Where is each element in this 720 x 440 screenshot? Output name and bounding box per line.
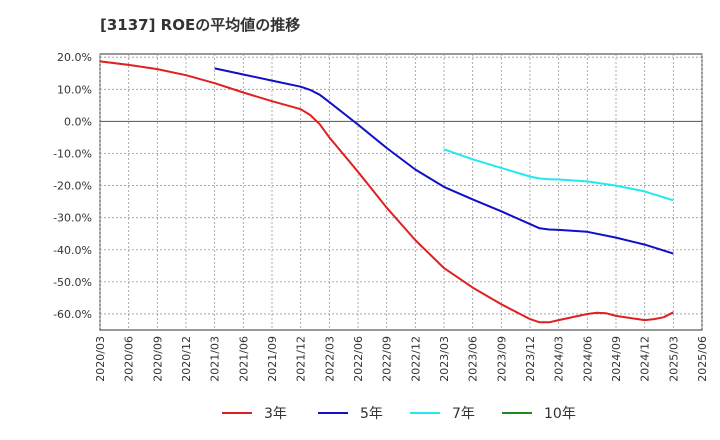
x-tick-label: 2024/12 [639, 336, 652, 382]
x-tick-label: 2020/06 [123, 336, 136, 382]
legend-label: 10年 [544, 406, 576, 422]
series-line [214, 67, 674, 255]
y-tick-label: 10.0% [57, 83, 92, 96]
x-tick-label: 2020/03 [94, 336, 107, 382]
x-tick-label: 2022/03 [323, 336, 336, 382]
x-tick-label: 2020/12 [180, 336, 193, 382]
x-tick-label: 2020/09 [151, 336, 164, 382]
x-tick-label: 2024/09 [610, 336, 623, 382]
legend-label: 3年 [264, 406, 287, 422]
series-line [443, 148, 674, 202]
series-lines [99, 60, 674, 324]
x-tick-label: 2024/03 [553, 336, 566, 382]
x-axis: 2020/03 2020/06 2020/09 2020/12 2021/03 2021/… [94, 336, 709, 382]
y-tick-label: -50.0% [53, 276, 92, 289]
y-axis: 20.0% 10.0% 0.0% -10.0% -20.0% -30.0% -40.0% -5… [53, 51, 92, 321]
x-tick-label: 2022/06 [352, 336, 365, 382]
x-tick-label: 2022/12 [409, 336, 422, 382]
x-tick-label: 2023/09 [495, 336, 508, 382]
x-tick-label: 2025/06 [696, 336, 709, 382]
plot-area [99, 53, 703, 331]
x-tick-label: 2022/09 [381, 336, 394, 382]
y-tick-label: -60.0% [53, 308, 92, 321]
x-tick-label: 2025/03 [667, 336, 680, 382]
y-tick-label: 20.0% [57, 51, 92, 64]
x-tick-label: 2021/03 [209, 336, 222, 382]
series-line [99, 60, 674, 324]
legend-label: 7年 [452, 406, 475, 422]
grid-lines [99, 54, 703, 330]
chart-title: [3137] ROEの平均値の推移 [100, 16, 301, 34]
y-tick-label: 0.0% [64, 115, 92, 128]
y-tick-label: -20.0% [53, 180, 92, 193]
x-tick-label: 2021/12 [295, 336, 308, 382]
y-tick-label: -10.0% [53, 147, 92, 160]
y-tick-label: -40.0% [53, 244, 92, 257]
legend: 3年 5年 7年 10年 [222, 406, 576, 422]
x-tick-label: 2023/06 [467, 336, 480, 382]
legend-label: 5年 [360, 406, 383, 422]
x-tick-label: 2023/03 [438, 336, 451, 382]
x-tick-label: 2023/12 [524, 336, 537, 382]
x-tick-label: 2021/06 [237, 336, 250, 382]
y-tick-label: -30.0% [53, 212, 92, 225]
x-tick-label: 2021/09 [266, 336, 279, 382]
x-tick-label: 2024/06 [581, 336, 594, 382]
